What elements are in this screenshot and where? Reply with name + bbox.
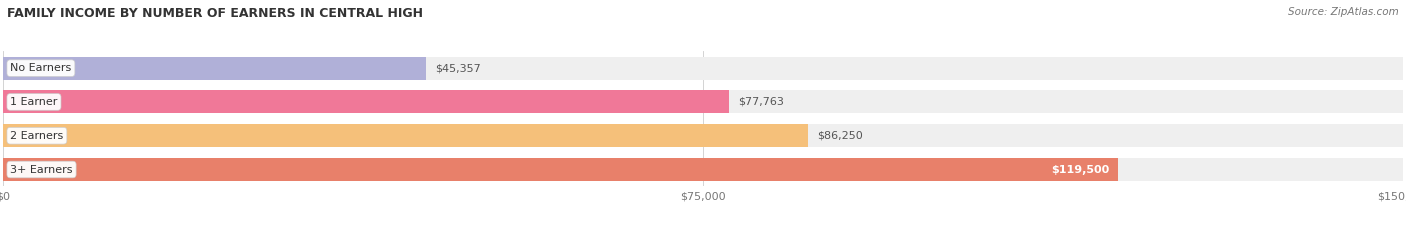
Text: Source: ZipAtlas.com: Source: ZipAtlas.com (1288, 7, 1399, 17)
Text: No Earners: No Earners (10, 63, 72, 73)
Text: FAMILY INCOME BY NUMBER OF EARNERS IN CENTRAL HIGH: FAMILY INCOME BY NUMBER OF EARNERS IN CE… (7, 7, 423, 20)
Bar (3, 124, 1403, 147)
Text: 2 Earners: 2 Earners (10, 131, 63, 141)
Text: $45,357: $45,357 (436, 63, 481, 73)
Bar (3, 158, 1403, 181)
Bar (3, 57, 426, 80)
Text: $119,500: $119,500 (1050, 164, 1109, 175)
Bar (3, 124, 808, 147)
Text: 3+ Earners: 3+ Earners (10, 164, 73, 175)
Bar (3, 90, 1403, 113)
Text: 1 Earner: 1 Earner (10, 97, 58, 107)
Bar (3, 158, 1118, 181)
Text: $86,250: $86,250 (817, 131, 863, 141)
Text: $77,763: $77,763 (738, 97, 785, 107)
Bar (3, 57, 1403, 80)
Bar (3, 90, 728, 113)
